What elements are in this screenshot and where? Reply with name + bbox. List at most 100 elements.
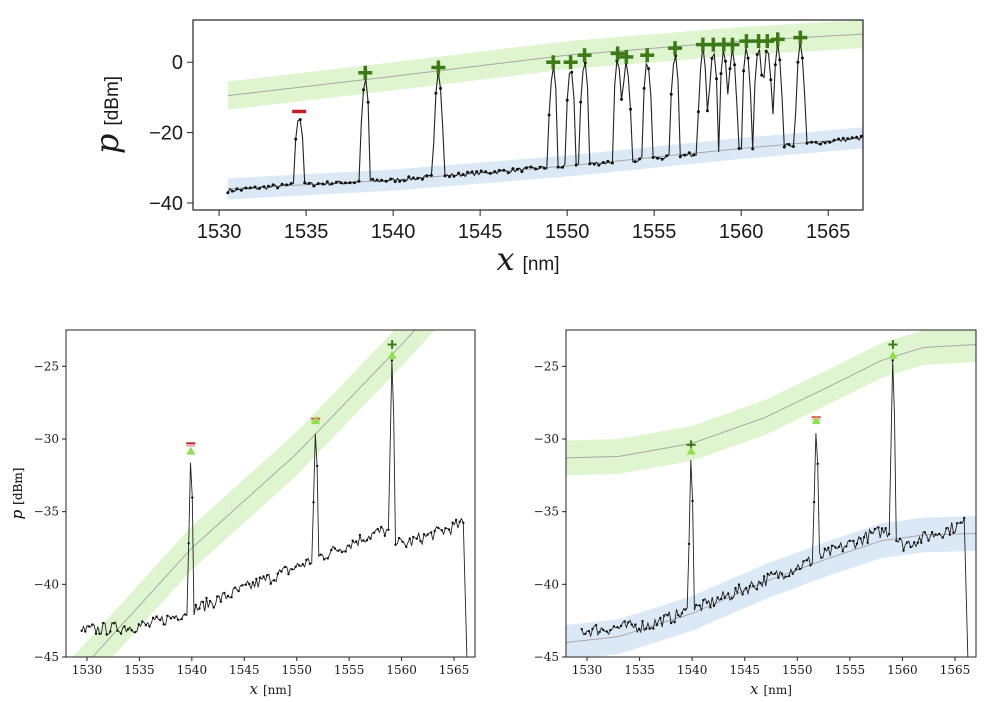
spectrum-trace xyxy=(81,360,468,657)
y-tick-label: −40 xyxy=(34,577,59,591)
trace-point xyxy=(888,532,891,536)
trace-point xyxy=(955,522,959,525)
trace-point xyxy=(823,141,827,145)
trace-point xyxy=(123,625,126,628)
trace-point xyxy=(475,170,479,174)
trace-point xyxy=(734,586,737,590)
trace-point xyxy=(648,627,651,630)
trace-point xyxy=(372,531,376,534)
trace-point xyxy=(800,56,804,60)
peak-marker-plus xyxy=(793,30,808,45)
trace-point xyxy=(798,567,801,571)
peak-marker-plus xyxy=(387,340,397,350)
trace-point xyxy=(285,183,289,187)
trace-point xyxy=(439,86,442,90)
x-tick-label: 1555 xyxy=(334,663,365,677)
trace-point xyxy=(880,527,884,530)
x-tick-label: 1545 xyxy=(729,663,760,677)
peak-marker-plus xyxy=(619,49,634,64)
axes-frame-bottom-left xyxy=(65,329,476,658)
trace-point xyxy=(638,157,642,161)
y-tick-label: −35 xyxy=(34,505,59,519)
trace-point xyxy=(116,629,119,632)
plot-area-bottom-left xyxy=(72,330,468,657)
trace-point xyxy=(375,178,379,182)
trace-point xyxy=(678,155,682,159)
trace-point xyxy=(119,632,123,635)
trace-point xyxy=(216,595,219,598)
trace-point xyxy=(737,583,741,586)
trace-point xyxy=(816,462,819,465)
trace-point xyxy=(237,589,240,593)
trace-point xyxy=(283,565,287,569)
trace-point xyxy=(401,540,404,543)
trace-point xyxy=(609,628,612,632)
trace-point xyxy=(720,597,723,601)
trace-point xyxy=(493,170,497,174)
trace-point xyxy=(484,170,488,174)
trace-point xyxy=(235,187,239,191)
trace-point xyxy=(680,612,684,615)
trace-point xyxy=(884,527,887,530)
peak-triangle-marker xyxy=(888,350,898,359)
trace-point xyxy=(330,548,333,552)
y-tick-label: −25 xyxy=(534,359,559,373)
plot-area-bottom-right xyxy=(566,330,976,657)
trace-point xyxy=(841,550,844,553)
trace-point xyxy=(267,184,270,188)
lower-center-line xyxy=(566,533,976,643)
trace-point xyxy=(827,546,830,549)
peak-marker-plus xyxy=(739,34,754,49)
trace-point xyxy=(702,599,705,602)
trace-point xyxy=(963,516,966,520)
trace-point xyxy=(355,540,358,543)
trace-point xyxy=(846,137,850,141)
trace-point xyxy=(587,629,591,633)
trace-point xyxy=(601,161,605,164)
trace-point xyxy=(443,174,447,178)
y-tick-label: −35 xyxy=(534,505,559,519)
trace-point xyxy=(180,617,183,621)
trace-point xyxy=(348,544,351,547)
trace-point xyxy=(716,596,719,599)
trace-point xyxy=(166,614,169,617)
trace-point xyxy=(362,88,365,92)
trace-point xyxy=(148,625,151,628)
trace-point xyxy=(84,630,87,633)
trace-point xyxy=(959,521,962,524)
trace-point xyxy=(262,185,266,189)
x-tick-label: 1555 xyxy=(632,221,677,243)
trace-point xyxy=(923,531,927,534)
trace-point xyxy=(534,167,537,171)
trace-point xyxy=(273,579,276,582)
trace-point xyxy=(212,606,215,609)
upper-center-line xyxy=(566,344,976,459)
trace-point xyxy=(662,614,666,617)
trace-point xyxy=(724,59,727,63)
trace-point xyxy=(87,625,91,628)
x-tick-label: 1555 xyxy=(835,663,866,677)
trace-point xyxy=(271,183,275,187)
x-tick-label: 1545 xyxy=(458,221,503,243)
trace-point xyxy=(458,520,461,523)
trace-point xyxy=(94,632,98,635)
trace-point xyxy=(730,597,734,600)
trace-point xyxy=(239,188,243,192)
trace-point xyxy=(574,163,578,167)
trace-point xyxy=(307,181,311,185)
trace-point xyxy=(365,539,369,542)
trace-point xyxy=(343,181,347,185)
trace-point xyxy=(387,528,390,531)
y-tick-label: −30 xyxy=(34,432,59,446)
trace-point xyxy=(169,617,173,620)
trace-point xyxy=(447,528,451,531)
trace-point xyxy=(241,584,244,587)
trace-point xyxy=(848,539,851,542)
y-tick-label: −40 xyxy=(149,193,183,215)
trace-point xyxy=(433,529,436,533)
trace-point xyxy=(764,49,768,53)
trace-point xyxy=(727,592,730,595)
trace-point xyxy=(393,180,397,184)
trace-point xyxy=(253,185,257,189)
trace-point xyxy=(325,180,329,184)
